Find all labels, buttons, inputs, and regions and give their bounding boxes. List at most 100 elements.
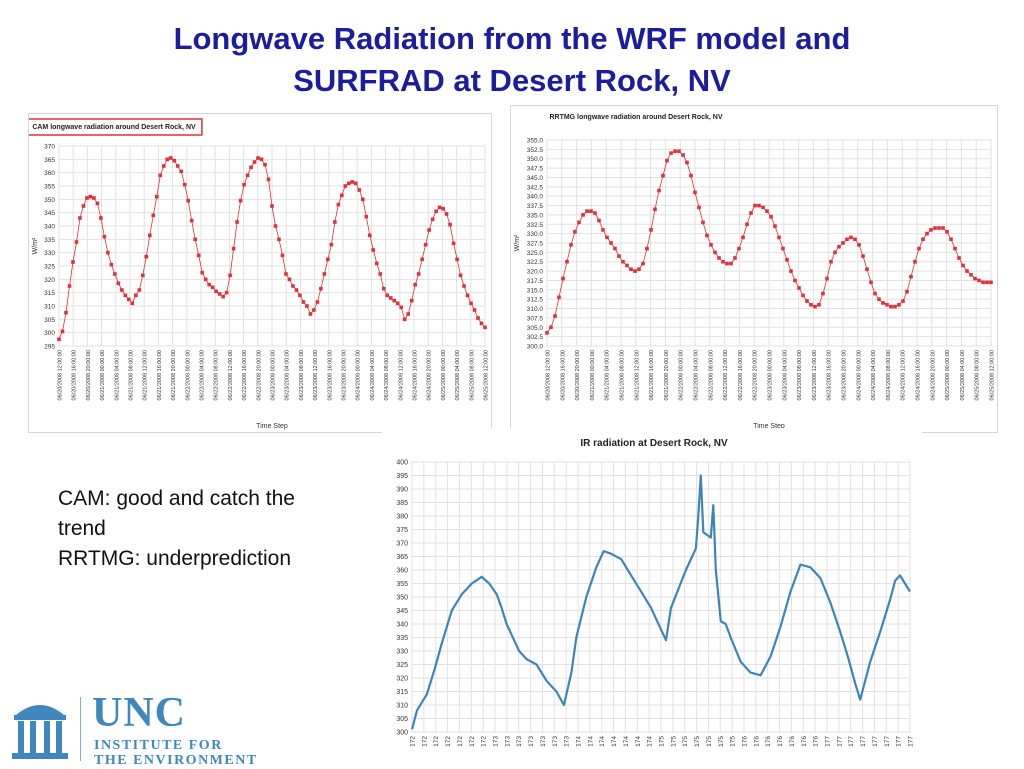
x-tick-label: 06/20/2008 20:00:00 [575, 350, 581, 400]
y-tick-label: 337.5 [527, 203, 544, 210]
x-tick-label: 06/23/2008 12:00:00 [812, 350, 818, 400]
x-tick-label: 06/20/2008 12:00:00 [58, 350, 64, 400]
data-point [217, 292, 222, 296]
data-point [259, 157, 264, 162]
x-tick-label: 06/24/2008 08:00:00 [384, 350, 390, 400]
x-tick-label: 06/22/2008 04:00:00 [694, 350, 700, 400]
series-line [546, 150, 991, 334]
x-axis-label: Time Step [753, 423, 785, 430]
data-point [294, 288, 299, 292]
data-point [329, 242, 334, 247]
data-point [326, 257, 330, 262]
data-point [733, 256, 737, 260]
y-tick-label: 300 [44, 330, 55, 337]
data-point [179, 169, 184, 174]
y-tick-label: 355 [44, 184, 55, 191]
data-point [853, 237, 857, 242]
data-point [941, 226, 945, 230]
data-point [781, 246, 785, 251]
x-tick-label: 173 [516, 736, 523, 747]
data-point [130, 301, 135, 306]
ir-chart-svg: IR radiation at Desert Rock, NV 300 305 310… [396, 438, 914, 747]
data-point [785, 258, 789, 262]
x-tick-label: 172 [481, 736, 488, 747]
data-point [933, 226, 937, 230]
x-tick-label: 06/24/2008 12:00:00 [901, 350, 907, 400]
data-point [472, 308, 477, 312]
x-tick-label: 06/23/2008 00:00:00 [768, 350, 774, 400]
y-tick-label: 400 [396, 460, 408, 467]
data-point [765, 209, 769, 213]
y-tick-label: 320.0 [527, 269, 544, 276]
data-point [235, 220, 239, 224]
x-tick-label: 06/22/2008 08:00:00 [708, 350, 714, 400]
data-point [669, 151, 673, 155]
x-tick-label: 174 [635, 736, 642, 747]
data-point [617, 254, 621, 258]
old-well-icon [12, 705, 68, 759]
y-tick-label: 335.0 [527, 212, 544, 219]
data-point [196, 253, 201, 258]
data-point [374, 261, 379, 266]
x-tick-label: 06/22/2008 00:00:00 [185, 350, 191, 400]
data-point [123, 293, 128, 298]
data-point [837, 244, 841, 249]
data-point [263, 162, 267, 167]
data-point [350, 180, 355, 184]
x-tick-label: 06/21/2008 08:00:00 [129, 350, 135, 400]
y-tick-label: 305 [396, 716, 408, 723]
data-point [889, 304, 893, 309]
data-point [388, 296, 393, 300]
data-point [569, 243, 573, 247]
data-point [801, 293, 805, 298]
cam-chart: CAM longwave radiation around Desert Roc… [28, 113, 492, 433]
x-tick-label: 06/23/2008 20:00:00 [842, 350, 848, 400]
data-point [340, 193, 344, 198]
y-tick-label: 307.5 [527, 315, 544, 322]
data-point [354, 181, 358, 186]
data-point [813, 304, 817, 309]
data-point [322, 272, 327, 276]
x-tick-label: 06/22/2008 16:00:00 [242, 350, 248, 400]
data-point [633, 269, 637, 273]
x-tick-label: 06/22/2008 04:00:00 [200, 350, 206, 400]
data-point [649, 228, 653, 232]
x-tick-label: 06/22/2008 12:00:00 [723, 350, 729, 400]
y-tick-label: 325.0 [527, 250, 544, 257]
logo-main-text: UNC [92, 690, 186, 736]
x-tick-label: 173 [552, 736, 559, 747]
data-point [877, 297, 881, 301]
x-tick-label: 06/23/2008 16:00:00 [827, 350, 833, 400]
x-tick-label: 174 [576, 736, 583, 747]
data-point [479, 321, 484, 326]
data-point [909, 274, 913, 279]
data-point [416, 272, 421, 276]
x-tick-label: 172 [445, 736, 452, 747]
y-tick-label: 320 [44, 277, 55, 284]
data-point [60, 329, 65, 334]
data-point [929, 228, 933, 232]
x-tick-label: 177 [872, 736, 879, 747]
data-point [797, 286, 801, 290]
data-point [207, 282, 211, 287]
data-point [406, 312, 410, 316]
x-tick-label: 06/25/2008 00:00:00 [945, 350, 951, 400]
x-tick-label: 175 [706, 736, 713, 747]
x-tick-label: 06/24/2008 08:00:00 [886, 350, 892, 400]
data-point [444, 212, 449, 216]
data-point [577, 220, 581, 225]
logo-sub-text-1: INSTITUTE FOR [94, 738, 223, 753]
data-point [137, 288, 142, 292]
analysis-note: CAM: good and catch the trend RRTMG: und… [58, 484, 368, 574]
x-tick-label: 06/22/2008 08:00:00 [214, 350, 220, 400]
data-point [545, 331, 549, 335]
data-point [71, 260, 75, 264]
data-point [92, 196, 96, 200]
data-point [721, 259, 725, 264]
x-tick-label: 06/21/2008 16:00:00 [157, 350, 163, 400]
data-point [841, 241, 845, 245]
data-point [969, 273, 973, 277]
x-tick-label: 177 [860, 736, 867, 747]
x-tick-label: 06/21/2008 08:00:00 [620, 350, 626, 400]
x-tick-label: 06/22/2008 12:00:00 [228, 350, 234, 400]
